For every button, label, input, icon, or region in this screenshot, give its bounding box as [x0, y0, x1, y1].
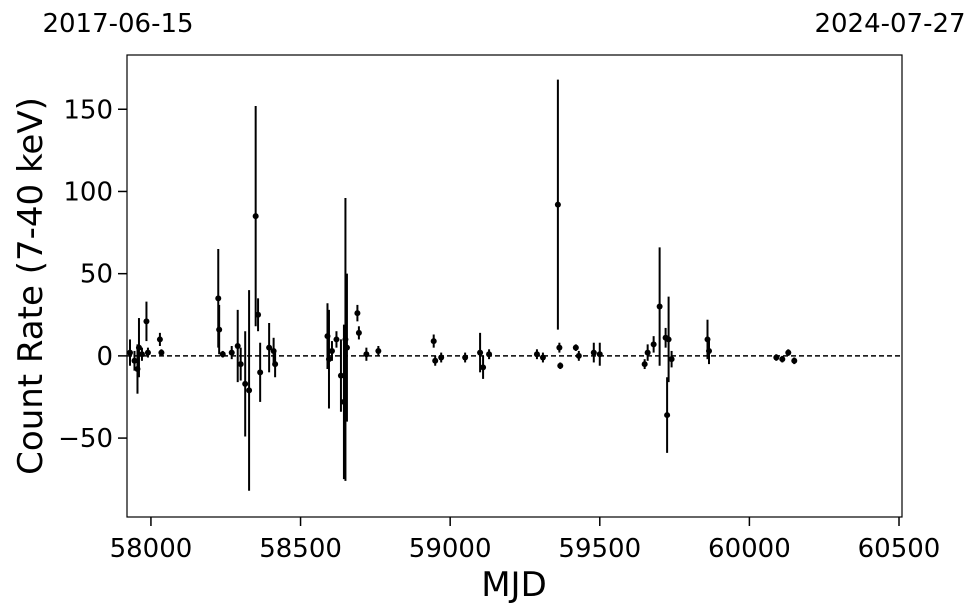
data-point — [255, 311, 262, 318]
data-point — [257, 369, 264, 376]
x-axis-label: MJD — [481, 565, 547, 605]
end-date-label: 2024-07-27 — [814, 9, 965, 39]
data-point — [252, 213, 259, 220]
data-point — [158, 349, 165, 356]
data-point — [242, 380, 249, 387]
data-point — [355, 329, 362, 336]
data-point — [228, 349, 235, 356]
data-point — [664, 412, 671, 419]
data-point — [219, 351, 226, 358]
data-point — [539, 354, 546, 361]
y-tick-label: 0 — [96, 342, 113, 372]
data-point — [237, 361, 244, 368]
data-point — [575, 352, 582, 359]
data-point — [572, 344, 579, 351]
y-axis-label: Count Rate (7-40 keV) — [11, 97, 51, 475]
data-point — [596, 351, 603, 358]
data-point — [557, 362, 564, 369]
data-point — [656, 303, 663, 310]
data-point — [486, 351, 493, 358]
y-tick-label: 150 — [63, 95, 113, 125]
x-tick-label: 60500 — [858, 534, 941, 564]
data-point — [554, 201, 561, 208]
data-point — [432, 357, 439, 364]
x-tick-label: 58000 — [110, 534, 193, 564]
data-point — [477, 349, 484, 356]
data-point — [556, 344, 563, 351]
data-point — [246, 387, 253, 394]
data-point — [143, 318, 150, 325]
data-point — [266, 344, 273, 351]
data-point — [363, 351, 370, 358]
data-point — [668, 356, 675, 363]
data-point — [215, 295, 222, 302]
data-point — [156, 336, 163, 343]
data-point — [590, 349, 597, 356]
data-point — [375, 347, 382, 354]
data-point — [705, 347, 712, 354]
data-point — [126, 349, 133, 356]
x-tick-label: 59000 — [409, 534, 492, 564]
data-point — [343, 344, 350, 351]
data-point — [131, 357, 138, 364]
data-point — [328, 347, 335, 354]
data-point — [462, 354, 469, 361]
data-point — [644, 349, 651, 356]
data-point — [216, 326, 223, 333]
y-tick-label: 50 — [80, 260, 113, 290]
data-point — [333, 336, 340, 343]
data-point — [665, 336, 672, 343]
data-point — [138, 351, 145, 358]
plot-frame — [126, 54, 903, 518]
data-point — [144, 349, 151, 356]
data-point — [272, 361, 279, 368]
y-tick-label: −50 — [58, 424, 113, 454]
data-point — [480, 364, 487, 371]
data-point — [234, 343, 241, 350]
data-point — [135, 344, 142, 351]
data-point — [430, 338, 437, 345]
data-point — [354, 310, 361, 317]
data-point — [650, 341, 657, 348]
data-point — [791, 357, 798, 364]
data-point — [785, 349, 792, 356]
data-point — [325, 356, 332, 363]
x-tick-label: 59500 — [558, 534, 641, 564]
data-point — [337, 372, 344, 379]
data-point — [533, 351, 540, 358]
data-point — [438, 354, 445, 361]
data-point — [641, 361, 648, 368]
x-tick-label: 58500 — [259, 534, 342, 564]
y-tick-label: 100 — [63, 177, 113, 207]
data-point — [773, 354, 780, 361]
start-date-label: 2017-06-15 — [42, 9, 193, 39]
data-point — [779, 356, 786, 363]
x-tick-label: 60000 — [708, 534, 791, 564]
